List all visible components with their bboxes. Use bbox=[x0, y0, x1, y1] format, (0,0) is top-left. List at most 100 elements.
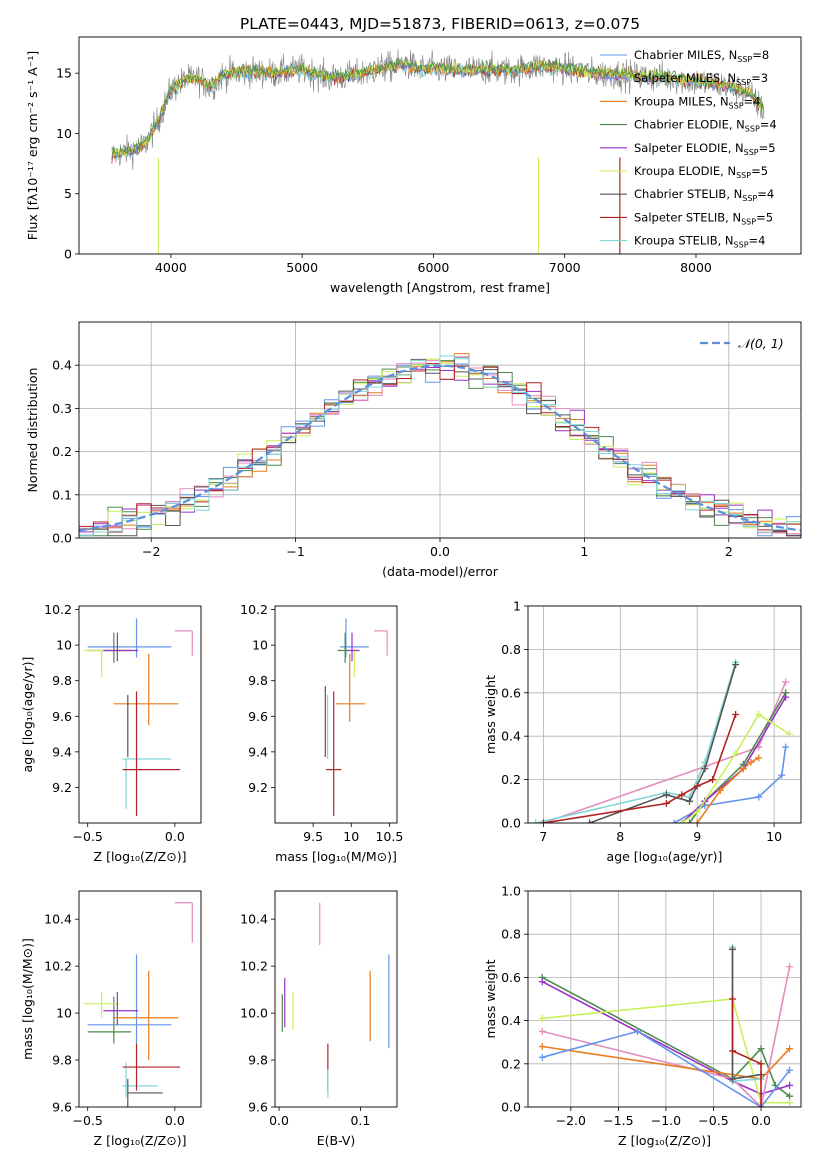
point-pink bbox=[782, 678, 790, 686]
x-tick-label: −1.5 bbox=[603, 1113, 633, 1128]
x-tick-label: 10 bbox=[766, 829, 782, 844]
x-tick-label: 10.5 bbox=[375, 829, 403, 844]
y-tick-label: 0.1 bbox=[52, 487, 72, 502]
x-axis-label: Z [log₁₀(Z/Z⊙)] bbox=[618, 1133, 711, 1148]
point-kroupa_miles bbox=[739, 765, 747, 773]
x-axis-label: wavelength [Angstrom, rest frame] bbox=[330, 280, 550, 295]
y-axis-label: Flux [fλ10⁻¹⁷ erg cm⁻² s⁻¹ A⁻¹] bbox=[25, 51, 40, 240]
point-chabrier_elodie bbox=[786, 1092, 794, 1100]
point-chabrier_miles bbox=[755, 793, 763, 801]
y-tick-label: 15 bbox=[56, 66, 72, 81]
y-tick-label: 0.0 bbox=[501, 1100, 521, 1115]
panel-mass_vs_Z: −0.5 0.0 9.6 9.8 10 10.2 10.4 Z [log₁₀(Z/Z⊙)] ma… bbox=[20, 890, 202, 1148]
y-tick-label: 10 bbox=[56, 1006, 72, 1021]
point-chabrier_miles bbox=[782, 743, 790, 751]
legend-entry: Kroupa ELODIE, NSSP=5 bbox=[634, 164, 768, 180]
axes-frame bbox=[78, 605, 202, 824]
histogram-kroupa_stelib bbox=[79, 355, 801, 537]
y-axis-label: mass [log₁₀(M/M⊙)] bbox=[20, 938, 35, 1060]
point-chabrier_stelib bbox=[729, 945, 737, 953]
legend-entry: Chabrier MILES, NSSP=8 bbox=[634, 48, 769, 64]
point-kroupa_miles bbox=[786, 1045, 794, 1053]
x-tick-label: 6000 bbox=[418, 260, 450, 275]
x-tick-label: −0.5 bbox=[698, 1113, 728, 1128]
weight-lines bbox=[538, 943, 794, 1107]
x-tick-label: −2.0 bbox=[556, 1113, 586, 1128]
point-chabrier_miles bbox=[633, 1027, 641, 1035]
point-salpeter_stelib bbox=[678, 791, 686, 799]
point-kroupa_elodie bbox=[785, 730, 793, 738]
y-tick-label: 9.6 bbox=[52, 1100, 72, 1115]
point-kroupa_elodie bbox=[678, 819, 686, 823]
x-tick-label: 9 bbox=[693, 829, 701, 844]
series-pink bbox=[542, 966, 791, 1107]
y-tick-label: 5 bbox=[64, 186, 72, 201]
series-pink bbox=[543, 681, 787, 823]
point-salpeter_stelib bbox=[729, 1047, 737, 1055]
y-tick-label: 10 bbox=[252, 638, 268, 653]
axes-frame bbox=[274, 605, 398, 824]
x-axis-label: E(B-V) bbox=[317, 1133, 356, 1148]
panel-age_vs_mass: 9.5 10 10.5 9.2 9.4 9.6 9.8 10 10.2 mass [log₁₀(M… bbox=[240, 602, 403, 864]
y-tick-label: 10 bbox=[56, 126, 72, 141]
axes-frame bbox=[274, 890, 398, 1108]
y-tick-label: 1.0 bbox=[501, 884, 521, 899]
y-tick-label: 1 bbox=[513, 599, 521, 614]
y-tick-label: 10.4 bbox=[44, 912, 72, 927]
y-tick-label: 0.4 bbox=[52, 358, 72, 373]
point-salpeter_stelib bbox=[709, 776, 717, 784]
x-tick-label: 0.0 bbox=[430, 544, 450, 559]
point-chabrier_miles bbox=[670, 819, 678, 823]
legend-entry: Chabrier STELIB, NSSP=4 bbox=[634, 187, 774, 203]
series-chabrier_miles bbox=[542, 1030, 791, 1107]
y-tick-label: 0.2 bbox=[501, 772, 521, 787]
x-tick-label: 0.0 bbox=[165, 829, 185, 844]
x-tick-label: −0.5 bbox=[73, 829, 103, 844]
weight-lines bbox=[532, 658, 793, 823]
y-tick-label: 0.4 bbox=[501, 729, 521, 744]
point-salpeter_stelib bbox=[662, 799, 670, 807]
y-tick-label: 9.6 bbox=[248, 709, 268, 724]
axes-frame bbox=[78, 890, 202, 1108]
legend-entry: Salpeter STELIB, NSSP=5 bbox=[634, 210, 773, 226]
y-tick-label: 9.8 bbox=[248, 673, 268, 688]
point-kroupa_miles bbox=[693, 819, 701, 823]
y-axis-label: mass weight bbox=[483, 675, 498, 754]
point-kroupa_miles bbox=[538, 1043, 546, 1051]
y-axis-label: mass weight bbox=[483, 959, 498, 1038]
y-tick-label: 10 bbox=[56, 638, 72, 653]
x-tick-label: 5000 bbox=[286, 260, 318, 275]
x-tick-label: 0.1 bbox=[350, 1113, 370, 1128]
spectrum-model-chabrier_elodie bbox=[111, 57, 765, 160]
point-kroupa_elodie bbox=[538, 1014, 546, 1022]
y-tick-label: 0.8 bbox=[501, 927, 521, 942]
y-tick-label: 0.8 bbox=[501, 642, 521, 657]
x-tick-label: 7 bbox=[539, 829, 547, 844]
x-tick-label: 0.0 bbox=[165, 1113, 185, 1128]
x-axis-label: age [log₁₀(age/yr)] bbox=[607, 849, 723, 864]
point-salpeter_stelib bbox=[757, 1060, 765, 1068]
point-kroupa_miles bbox=[716, 786, 724, 794]
y-tick-label: 9.2 bbox=[248, 780, 268, 795]
point-chabrier_stelib bbox=[701, 765, 709, 773]
x-tick-label: 7000 bbox=[549, 260, 581, 275]
x-tick-label: 8000 bbox=[680, 260, 712, 275]
spectrum-lines bbox=[111, 49, 765, 254]
x-tick-label: −1.0 bbox=[651, 1113, 681, 1128]
y-tick-label: 9.8 bbox=[52, 1053, 72, 1068]
y-tick-label: 10.0 bbox=[240, 1006, 268, 1021]
panel-residuals: −2 −1 0.0 1 2 0.0 0.1 0.2 0.3 0.4 (data-model)/err… bbox=[25, 321, 802, 579]
axes-frame bbox=[78, 36, 802, 255]
y-tick-label: 0.2 bbox=[52, 444, 72, 459]
x-axis-label: Z [log₁₀(Z/Z⊙)] bbox=[94, 849, 187, 864]
y-tick-label: 0.6 bbox=[501, 685, 521, 700]
y-tick-label: 0.0 bbox=[52, 531, 72, 546]
x-tick-label: −2 bbox=[142, 544, 160, 559]
point-salpeter_stelib bbox=[732, 711, 740, 718]
x-tick-label: 10 bbox=[343, 829, 359, 844]
histograms bbox=[79, 353, 801, 537]
y-tick-label: 10.2 bbox=[44, 959, 72, 974]
point-chabrier_stelib bbox=[729, 1075, 737, 1083]
x-tick-label: 0.0 bbox=[269, 1113, 289, 1128]
